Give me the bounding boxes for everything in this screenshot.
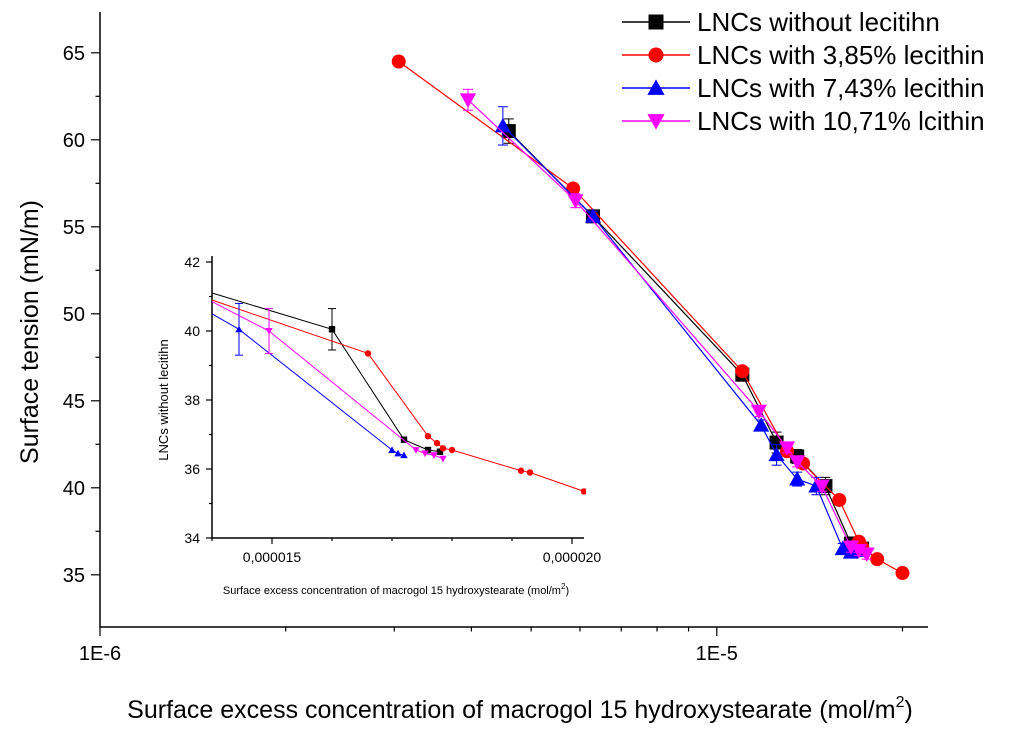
main-y-tick-label: 50 xyxy=(63,304,85,326)
inset-series xyxy=(211,292,586,495)
inset-y-tick-label: 34 xyxy=(184,530,200,546)
inset-y-tick-label: 42 xyxy=(184,254,200,270)
main-series xyxy=(391,54,910,581)
main-plot: 35 40 45 50 55 60 65 1E-6 1E-5 Surface tension (… xyxy=(16,12,928,724)
inset-data-point xyxy=(439,445,447,452)
legend-label: LNCs with 7,43% lecithin xyxy=(697,73,985,103)
legend-marker xyxy=(648,47,664,63)
inset-data-point xyxy=(580,488,586,495)
main-data-point xyxy=(566,181,581,196)
inset-data-point xyxy=(412,447,420,454)
main-data-point xyxy=(584,208,602,223)
main-series-3 xyxy=(459,88,875,562)
main-data-point xyxy=(895,566,910,581)
inset-x-axis-label-close: ) xyxy=(565,585,569,597)
main-y-tick-label: 45 xyxy=(63,391,85,413)
inset-data-point xyxy=(526,469,534,476)
main-x-axis-label-close: ) xyxy=(905,696,913,724)
main-y-tick-label: 65 xyxy=(63,43,85,65)
legend-item: LNCs without lecitihn xyxy=(622,7,940,37)
inset-data-point xyxy=(424,446,432,454)
inset-y-tick-label: 36 xyxy=(184,461,200,477)
main-data-point xyxy=(459,93,477,108)
main-data-point xyxy=(870,552,885,567)
inset-x-axis-label-superscript: 2 xyxy=(561,582,566,591)
legend-item: LNCs with 7,43% lecithin xyxy=(622,73,985,103)
legend-item: LNCs with 3,85% lecithin xyxy=(622,40,985,70)
legend-marker xyxy=(647,79,665,95)
inset-series-1 xyxy=(211,299,586,495)
main-y-axis-label: Surface tension (mN/m) xyxy=(16,200,44,464)
main-data-point xyxy=(789,471,806,486)
legend-item: LNCs with 10,71% lcithin xyxy=(622,106,985,136)
main-data-point xyxy=(834,540,851,556)
inset-data-point xyxy=(364,350,372,357)
main-y-tick-label: 55 xyxy=(63,217,85,239)
inset-data-point xyxy=(439,455,447,463)
main-x-tick-label: 1E-6 xyxy=(79,643,121,665)
inset-data-point xyxy=(394,449,402,457)
inset-data-point xyxy=(265,328,273,335)
inset-data-point xyxy=(400,451,408,459)
inset-data-point xyxy=(235,325,243,333)
main-y-tick-label: 35 xyxy=(63,565,85,587)
inset-data-point xyxy=(430,452,438,459)
legend-label: LNCs without lecitihn xyxy=(697,7,940,37)
main-y-tick-label: 60 xyxy=(63,130,85,152)
inset-series-2 xyxy=(211,302,408,459)
main-data-point xyxy=(753,417,770,432)
main-x-axis-label-text: Surface excess concentration of macrogol… xyxy=(127,696,895,724)
inset-data-point xyxy=(424,433,432,440)
main-x-axis-label: Surface excess concentration of macrogol… xyxy=(127,694,913,724)
main-ticks: 35 40 45 50 55 60 65 1E-6 1E-5 xyxy=(63,43,904,665)
main-x-tick-label: 1E-5 xyxy=(696,643,738,665)
main-data-point xyxy=(735,364,750,379)
inset-data-point xyxy=(388,446,396,453)
inset-y-tick-label: 38 xyxy=(184,392,200,408)
inset-x-axis-label-text: Surface excess concentration of macrogol… xyxy=(223,585,561,597)
legend-label: LNCs with 10,71% lcithin xyxy=(697,106,985,136)
inset-data-point xyxy=(448,446,456,454)
main-data-point xyxy=(567,194,584,209)
legend-label: LNCs with 3,85% lecithin xyxy=(697,40,985,70)
inset-data-point xyxy=(421,450,429,458)
main-data-point xyxy=(789,455,806,470)
inset-series-3 xyxy=(211,301,447,463)
main-y-tick-label: 40 xyxy=(63,478,85,500)
inset-background xyxy=(183,250,613,600)
inset-data-point xyxy=(328,326,336,333)
inset-ticks: 34 36 38 40 42 0,000015 0,000020 xyxy=(184,254,601,565)
inset-x-axis-label: Surface excess concentration of macrogol… xyxy=(223,582,569,597)
main-data-point xyxy=(750,404,767,420)
main-data-point xyxy=(391,54,406,69)
inset-y-axis-label: LNCs without lecitihn xyxy=(156,339,171,460)
main-data-point xyxy=(779,441,796,456)
inset-data-point xyxy=(517,467,525,474)
inset-x-tick-label: 0,000020 xyxy=(543,549,602,565)
main-data-point xyxy=(832,492,847,507)
legend-marker xyxy=(647,114,665,130)
main-data-point xyxy=(858,547,875,562)
inset-data-point xyxy=(433,439,441,447)
inset-y-tick-label: 40 xyxy=(184,323,200,339)
inset-x-tick-label: 0,000015 xyxy=(243,549,302,565)
inset-plot: 34 36 38 40 42 0,000015 0,000020 LNCs without … xyxy=(156,250,613,600)
legend-marker xyxy=(648,14,664,30)
main-x-axis-label-superscript: 2 xyxy=(896,694,905,711)
main-data-point xyxy=(768,446,785,462)
inset-data-point xyxy=(436,448,444,455)
main-data-point xyxy=(813,479,830,495)
